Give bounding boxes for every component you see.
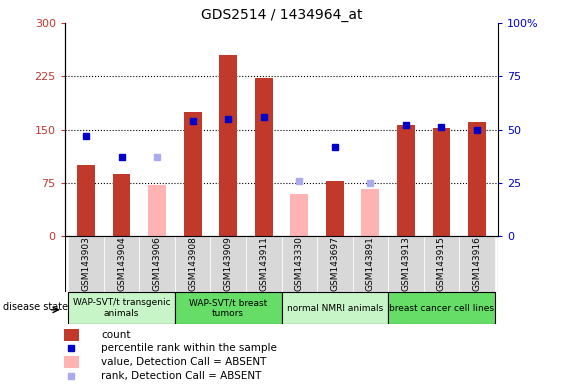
Text: percentile rank within the sample: percentile rank within the sample [101, 343, 277, 353]
Text: GSM143904: GSM143904 [117, 237, 126, 291]
Text: GSM143697: GSM143697 [330, 237, 339, 291]
Bar [397, 125, 415, 236]
Bar [68, 293, 175, 324]
Bar [148, 185, 166, 236]
Text: GSM143906: GSM143906 [153, 237, 162, 291]
Text: GSM143915: GSM143915 [437, 237, 446, 291]
Bar [432, 128, 450, 236]
Bar [291, 194, 308, 236]
Bar [175, 236, 211, 292]
Bar [282, 236, 317, 292]
Bar [104, 236, 140, 292]
Bar [326, 181, 343, 236]
Text: GSM143909: GSM143909 [224, 237, 233, 291]
Text: GSM143916: GSM143916 [472, 237, 481, 291]
Bar [211, 236, 246, 292]
Bar [113, 174, 131, 236]
Bar [352, 236, 388, 292]
Text: normal NMRI animals: normal NMRI animals [287, 304, 383, 313]
Bar [255, 78, 272, 236]
Text: GSM143903: GSM143903 [82, 237, 91, 291]
Bar [361, 189, 379, 236]
Text: GSM143908: GSM143908 [188, 237, 197, 291]
Bar [388, 236, 423, 292]
Bar [468, 122, 486, 236]
Text: GSM143913: GSM143913 [401, 237, 410, 291]
Bar [459, 236, 495, 292]
Bar [388, 293, 495, 324]
Bar [64, 329, 79, 341]
Text: GSM143330: GSM143330 [295, 237, 304, 291]
Bar [282, 293, 388, 324]
Text: value, Detection Call = ABSENT: value, Detection Call = ABSENT [101, 357, 266, 367]
Text: GSM143911: GSM143911 [259, 237, 268, 291]
Text: GSM143891: GSM143891 [366, 237, 375, 291]
Text: WAP-SVT/t breast
tumors: WAP-SVT/t breast tumors [189, 298, 267, 318]
Title: GDS2514 / 1434964_at: GDS2514 / 1434964_at [201, 8, 362, 22]
Text: breast cancer cell lines: breast cancer cell lines [389, 304, 494, 313]
Text: WAP-SVT/t transgenic
animals: WAP-SVT/t transgenic animals [73, 298, 171, 318]
Text: count: count [101, 330, 131, 340]
Bar [77, 165, 95, 236]
Bar [140, 236, 175, 292]
Text: rank, Detection Call = ABSENT: rank, Detection Call = ABSENT [101, 371, 261, 381]
Bar [220, 55, 237, 236]
Bar [68, 236, 104, 292]
Bar [175, 293, 282, 324]
Bar [423, 236, 459, 292]
Bar [64, 356, 79, 368]
Text: disease state: disease state [3, 301, 68, 311]
Bar [317, 236, 352, 292]
Bar [184, 112, 202, 236]
Bar [246, 236, 282, 292]
